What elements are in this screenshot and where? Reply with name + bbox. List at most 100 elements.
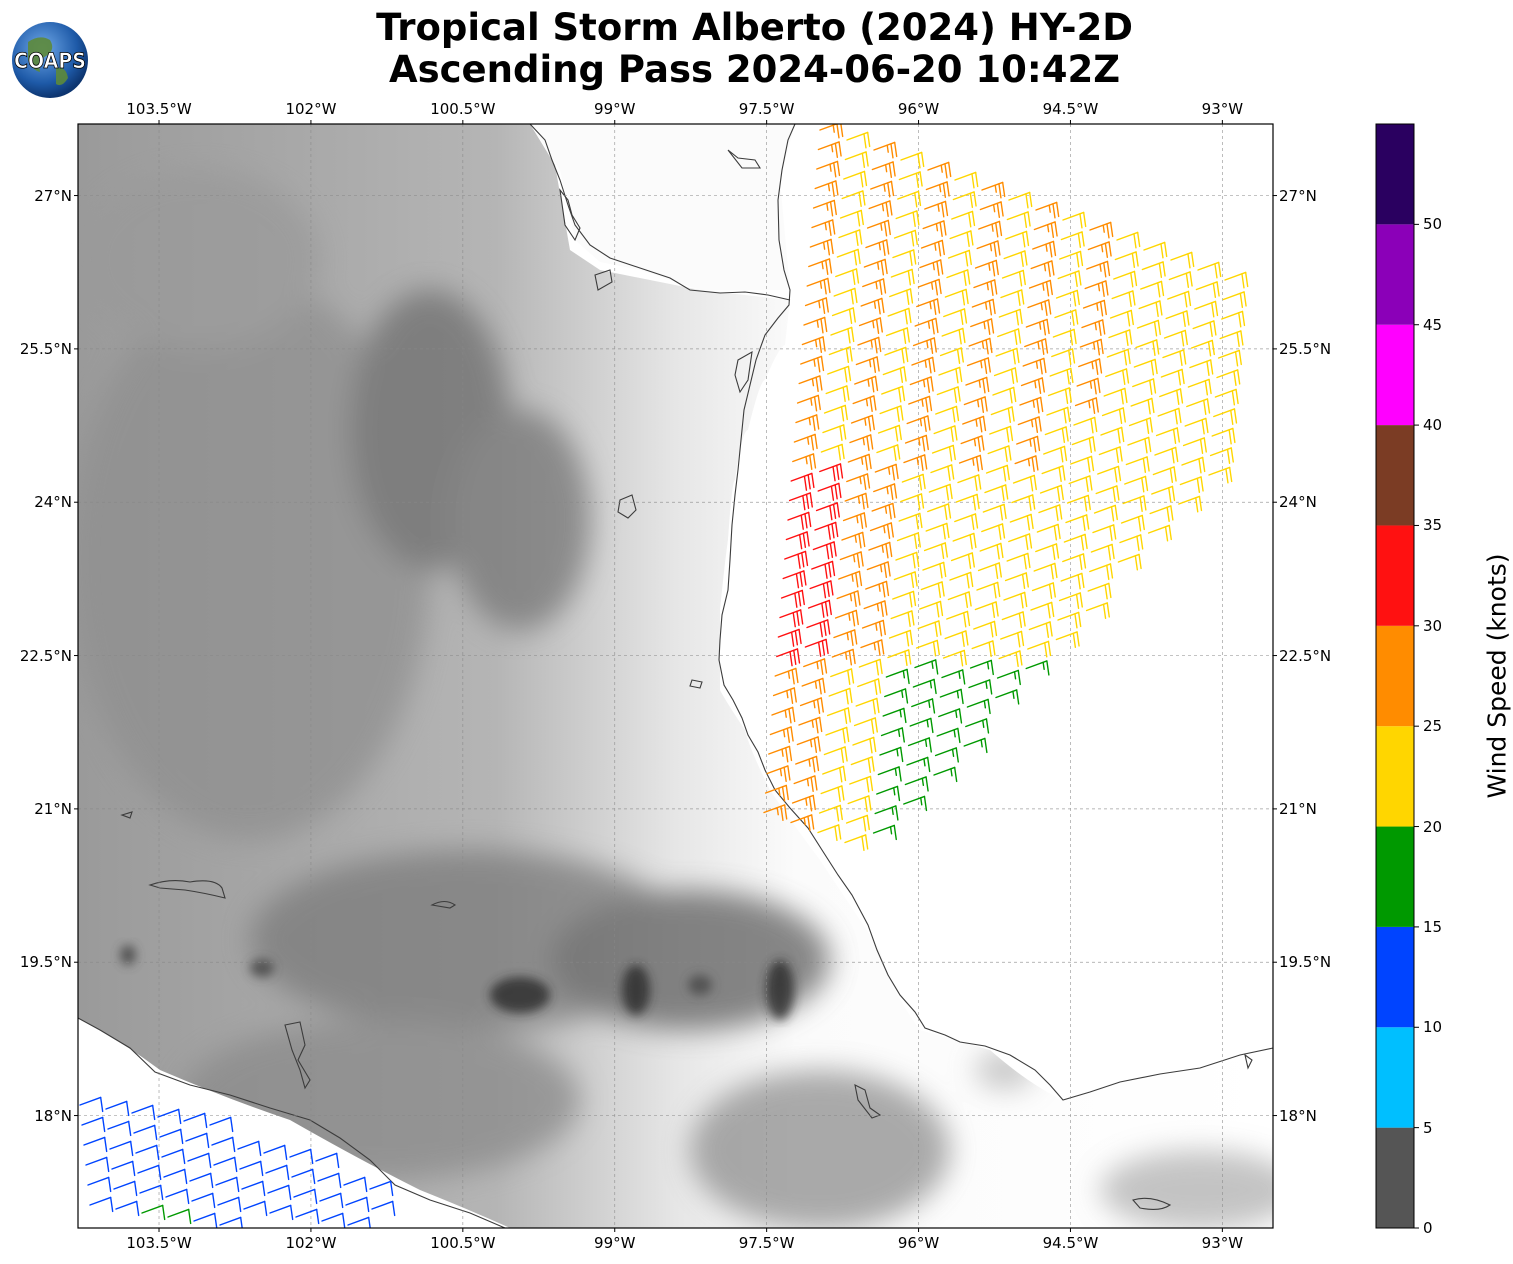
wind-barb [295,1208,320,1225]
wind-barb [193,1212,218,1228]
wind-barb [880,727,905,743]
wind-barb [916,298,941,316]
wind-barb [1117,553,1142,571]
wind-barb [1128,417,1153,435]
wind-barb [860,639,885,657]
wind-barb [907,737,932,753]
wind-barb [930,464,955,482]
wind-barb [1079,338,1104,356]
wind-barb [912,678,937,695]
wind-barb [941,327,966,345]
wind-barb [814,180,839,198]
wind-barb [1060,572,1085,590]
wind-barb [827,365,852,383]
wind-barb [900,493,925,511]
wind-barb [974,259,999,277]
wind-barb [896,532,921,550]
wind-barb [801,677,826,695]
wind-barb [1060,231,1085,249]
wind-barb [369,1180,394,1197]
wind-barb [1090,543,1115,561]
wind-barb [1187,378,1212,396]
wind-barb [835,268,860,286]
wind-barb [903,795,928,812]
lon-tick-label-top: 96°W [897,100,940,118]
lat-tick-label-left: 19.5°N [19,953,72,972]
lat-tick-label-left: 27°N [34,186,72,205]
wind-barb [817,824,842,842]
wind-barb [1138,300,1163,318]
wind-barb [820,785,845,803]
wind-barb [992,386,1017,404]
lat-tick-label-left: 24°N [34,493,72,512]
wind-barb [876,444,901,462]
wind-barb [971,640,996,658]
wind-barb [952,532,977,550]
wind-speed-colorbar [1375,123,1419,1229]
wind-barb [237,1140,262,1157]
wind-barb [1165,310,1190,328]
wind-barb [987,445,1012,463]
wind-barb [834,609,859,627]
wind-barb [1038,504,1063,522]
wind-barb [871,161,896,179]
wind-barb [895,551,920,569]
wind-barb [877,424,902,442]
wind-barb [979,201,1004,219]
wind-barb [1095,485,1120,503]
wind-barb [1016,435,1041,453]
wind-barb [113,1180,138,1197]
wind-barb [841,531,866,549]
wind-barb [1224,271,1249,289]
wind-barb [1093,504,1118,522]
wind-barb [1006,552,1031,570]
wind-barb [1052,328,1077,346]
wind-barb [795,414,820,432]
wind-barb [85,1156,110,1173]
wind-barb [922,561,947,579]
wind-barb [823,746,848,764]
wind-barb [1032,240,1057,258]
wind-barb [141,1204,166,1221]
wind-barb [87,1176,112,1193]
wind-barb [981,523,1006,541]
wind-barb [1030,601,1055,619]
wind-barb [846,131,871,149]
colorbar-tick-label: 10 [1423,1018,1443,1037]
wind-barb [934,747,959,763]
wind-barb [1216,369,1241,387]
wind-barb [925,522,950,540]
wind-barb [809,580,834,599]
wind-barb [1163,329,1188,347]
wind-barb [213,1156,238,1173]
wind-barb [131,1104,156,1121]
wind-barb [1003,591,1028,609]
wind-barb [812,199,837,217]
wind-barb [239,1160,264,1177]
wind-barb [1113,270,1138,288]
wind-barb [1022,357,1047,375]
wind-barb [787,511,812,530]
wind-barb [887,649,912,667]
wind-barb [774,667,799,685]
wind-barb [1028,279,1053,297]
wind-barb [865,239,890,257]
wind-barb [954,171,979,189]
wind-barb [866,561,891,579]
wind-barb [998,650,1023,668]
wind-barb [1030,260,1055,278]
wind-barb [828,346,853,364]
wind-barb [946,269,971,287]
wind-barb [939,347,964,365]
wind-barb [1033,562,1058,580]
wind-barb [969,659,994,676]
wind-barb [863,258,888,276]
wind-barb [845,814,870,832]
wind-barb [854,375,879,393]
wind-barb [931,444,956,462]
wind-barb [862,278,887,296]
wind-barb [1192,320,1217,338]
wind-barb [818,804,843,822]
wind-barb [838,229,863,247]
